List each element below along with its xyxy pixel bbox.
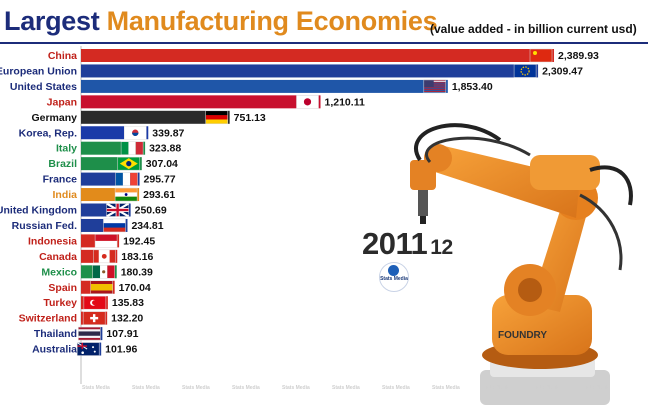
year-main: 2011 <box>362 226 428 261</box>
value-label: 307.04 <box>146 158 178 170</box>
category-label: Japan <box>47 96 77 108</box>
year-sub: 12 <box>430 236 453 259</box>
category-label: United States <box>10 81 77 93</box>
turkey-flag-icon <box>83 295 107 310</box>
category-label: India <box>52 189 77 201</box>
category-label: Russian Fed. <box>12 220 77 232</box>
bar <box>81 64 539 78</box>
value-label: 339.87 <box>152 127 184 139</box>
spain-flag-icon <box>90 280 113 294</box>
watermark: Stats Media <box>132 385 160 391</box>
china-flag-icon <box>529 48 553 63</box>
bar <box>81 110 230 124</box>
australia-flag-icon <box>76 342 100 356</box>
value-label: 2,309.47 <box>542 65 583 77</box>
india-flag-icon <box>114 187 138 202</box>
svg-text:FOUNDRY: FOUNDRY <box>498 330 547 341</box>
category-label: Indonesia <box>28 235 77 247</box>
category-label: European Union <box>0 65 77 77</box>
value-label: 1,853.40 <box>452 81 493 93</box>
category-label: Germany <box>31 112 77 124</box>
value-label: 295.77 <box>144 174 176 186</box>
category-label: China <box>48 50 77 62</box>
indonesia-flag-icon <box>94 234 118 248</box>
watermark: Stats Media <box>482 385 510 391</box>
value-label: 135.83 <box>112 297 144 309</box>
year-label: 2011 12 <box>362 226 453 262</box>
globe-icon <box>388 265 399 276</box>
value-label: 192.45 <box>123 235 155 247</box>
category-label: Korea, Rep. <box>19 127 77 139</box>
watermark: Stats Media <box>382 385 410 391</box>
switzerland-flag-icon <box>82 311 106 325</box>
usa-flag-icon <box>423 79 447 94</box>
chart-subtitle: (value added - in billion current usd) <box>430 22 637 36</box>
watermark: Stats Media <box>332 385 360 391</box>
bar-chart: China 2,389.93 European Union 2,309.47 Unite… <box>0 46 599 384</box>
value-label: 101.96 <box>105 344 137 356</box>
title-bar: Largest Manufacturing Economies (value a… <box>0 0 648 44</box>
category-label: Spain <box>48 282 77 294</box>
thailand-flag-icon <box>78 326 101 341</box>
value-label: 132.20 <box>111 313 143 325</box>
category-label: France <box>43 174 78 186</box>
category-label: Mexico <box>41 266 77 278</box>
category-label: Australia <box>32 344 77 356</box>
value-label: 183.16 <box>121 251 153 263</box>
japan-flag-icon <box>296 95 319 109</box>
title-part-2: Manufacturing Economies <box>106 6 438 36</box>
watermark-strip: Stats Media Stats Media Stats Media Stat… <box>0 385 648 397</box>
category-label: Brazil <box>48 158 77 170</box>
value-label: 1,210.11 <box>325 96 365 108</box>
brazil-flag-icon <box>117 156 141 171</box>
uk-flag-icon <box>106 202 130 218</box>
category-label: Canada <box>39 251 77 263</box>
brand-badge-text: Stats Media <box>380 276 408 282</box>
watermark: Stats Media <box>182 385 210 391</box>
title-divider <box>0 42 648 44</box>
canada-flag-icon <box>93 249 116 264</box>
brand-badge: Stats Media <box>379 262 409 292</box>
category-label: Turkey <box>43 297 77 309</box>
robot-arm-image: FOUNDRY <box>410 123 633 405</box>
category-label: Italy <box>56 143 77 155</box>
germany-flag-icon <box>205 110 228 125</box>
value-label: 180.39 <box>121 266 153 278</box>
value-label: 250.69 <box>135 205 167 217</box>
chart-title: Largest Manufacturing Economies <box>4 6 438 37</box>
bar <box>81 95 321 109</box>
watermark: Stats Media <box>532 385 560 391</box>
eu-flag-icon <box>513 64 537 78</box>
value-label: 234.81 <box>131 220 163 232</box>
value-label: 293.61 <box>143 189 175 201</box>
value-label: 751.13 <box>234 112 266 124</box>
title-part-1: Largest <box>4 6 100 36</box>
category-label: Switzerland <box>19 313 77 325</box>
watermark: Stats Media <box>282 385 310 391</box>
bar <box>81 49 555 62</box>
watermark: Stats Media <box>82 385 110 391</box>
value-label: 170.04 <box>119 282 151 294</box>
france-flag-icon <box>115 172 138 186</box>
value-label: 107.91 <box>106 328 138 340</box>
watermark: Stats Media <box>432 385 460 391</box>
watermark: Stats Media <box>582 385 610 391</box>
mexico-flag-icon <box>92 265 115 279</box>
russia-flag-icon <box>103 218 126 233</box>
watermark: Stats Media <box>232 385 260 391</box>
category-label: Thailand <box>34 328 77 340</box>
value-label: 323.88 <box>149 143 181 155</box>
category-label: United Kingdom <box>0 205 77 217</box>
bar <box>81 79 448 93</box>
korea-flag-icon <box>124 126 147 140</box>
value-label: 2,389.93 <box>558 50 599 62</box>
italy-flag-icon <box>120 141 144 155</box>
